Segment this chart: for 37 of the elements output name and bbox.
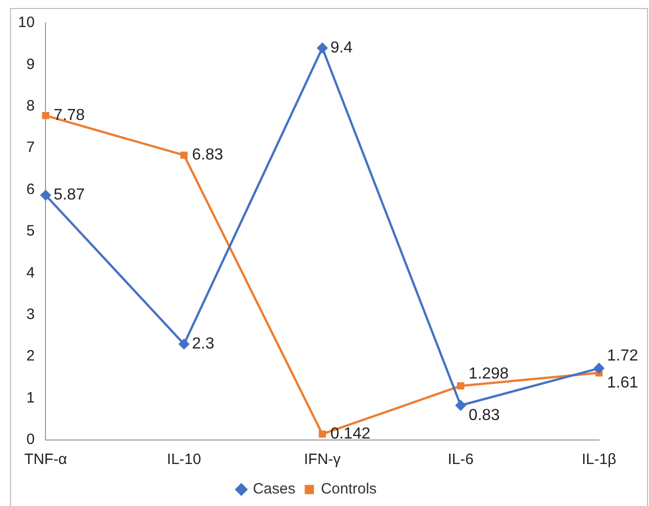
data-label: 1.72 xyxy=(607,348,638,365)
x-tick-label: IL-10 xyxy=(166,451,202,468)
legend-label: Controls xyxy=(320,480,377,498)
data-label: 0.83 xyxy=(468,406,500,424)
y-tick-label: 5 xyxy=(26,222,35,240)
point xyxy=(457,382,464,390)
y-tick-label: 1 xyxy=(26,389,35,406)
data-label: 2.3 xyxy=(192,335,214,352)
x-tick-label: IL-6 xyxy=(448,451,474,468)
point xyxy=(42,112,50,120)
data-label: 5.87 xyxy=(54,186,85,204)
x-tick-label: IL-1β xyxy=(582,451,617,468)
point xyxy=(178,338,190,350)
x-tick-label: IFN-γ xyxy=(304,451,342,468)
y-tick-label: 6 xyxy=(26,180,35,198)
y-tick-label: 2 xyxy=(26,348,35,365)
y-tick-label: 8 xyxy=(26,98,35,115)
legend-label: Cases xyxy=(252,480,296,498)
point xyxy=(318,430,326,438)
y-tick-label: 0 xyxy=(26,431,35,448)
y-tick-label: 4 xyxy=(26,264,35,282)
y-tick-label: 9 xyxy=(26,56,35,73)
point xyxy=(180,152,188,159)
data-label: 6.83 xyxy=(192,146,224,164)
data-label: 1.61 xyxy=(607,374,638,392)
point xyxy=(317,42,328,54)
y-tick-label: 7 xyxy=(26,139,35,156)
data-label: 9.4 xyxy=(330,39,353,56)
point xyxy=(40,190,51,200)
data-label: 1.298 xyxy=(468,365,509,382)
data-label: 0.142 xyxy=(330,425,370,442)
point xyxy=(594,363,604,374)
data-label: 7.78 xyxy=(54,106,85,124)
y-tick-label: 10 xyxy=(18,14,35,32)
point xyxy=(456,400,466,411)
x-tick-label: TNF-α xyxy=(24,451,68,468)
y-tick-label: 3 xyxy=(26,306,35,324)
